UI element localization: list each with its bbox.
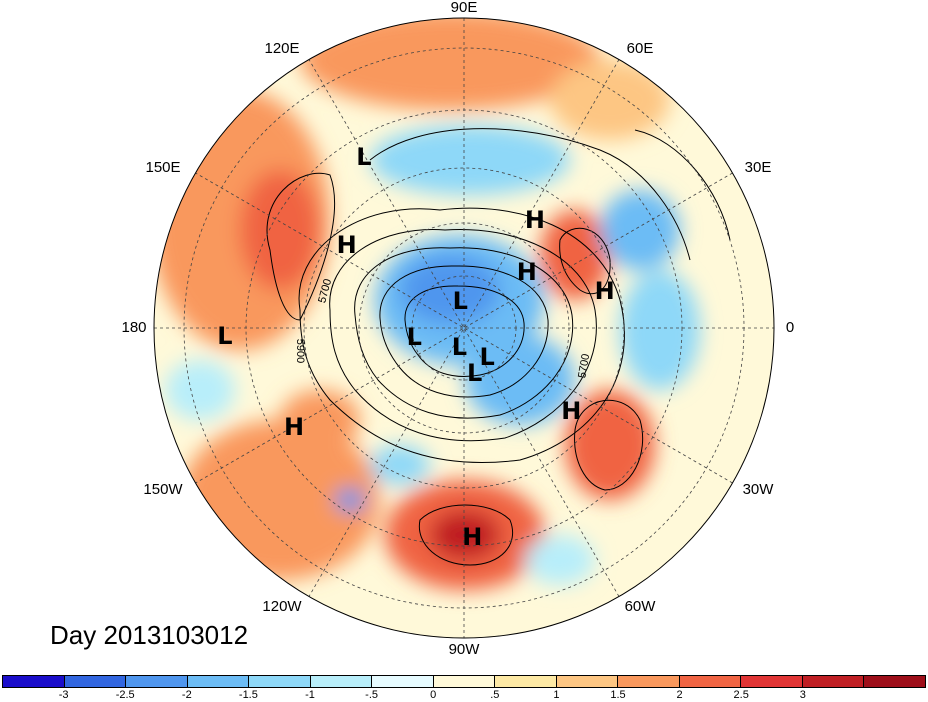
colorbar-segment — [864, 676, 925, 687]
longitude-label: 60W — [624, 598, 656, 615]
high-pressure-marker: H — [462, 522, 483, 551]
colorbar-tick-label: 1 — [553, 689, 560, 701]
colorbar-segment — [802, 676, 865, 687]
high-pressure-marker: H — [283, 412, 305, 441]
longitude-label: 30W — [742, 481, 774, 498]
longitude-label: 90W — [448, 641, 480, 658]
colorbar-segment — [679, 676, 742, 687]
colorbar-tick-label: 3 — [799, 689, 806, 701]
colorbar-segment — [64, 676, 127, 687]
low-pressure-marker: L — [466, 358, 483, 387]
colorbar — [2, 675, 926, 688]
low-pressure-marker: L — [479, 343, 495, 372]
longitude-label: 60E — [626, 40, 654, 57]
longitude-label: 30E — [744, 159, 772, 176]
high-pressure-marker: H — [336, 231, 357, 260]
colorbar-tick-label: .5 — [490, 689, 500, 701]
longitude-label: 180 — [121, 319, 147, 336]
longitude-label: 120W — [262, 598, 302, 615]
colorbar-segment — [618, 676, 680, 687]
colorbar-segment — [187, 676, 250, 687]
map-boundary — [153, 17, 775, 639]
colorbar-tick-label: 0 — [430, 689, 437, 701]
graticule — [154, 18, 774, 638]
colorbar-tick-label: 1.5 — [610, 689, 626, 701]
colorbar-segment — [495, 676, 557, 687]
contour-label: 5900 — [294, 338, 307, 364]
colorbar-tick-label: -1 — [305, 689, 315, 701]
high-pressure-marker: H — [594, 276, 615, 305]
colorbar-segment — [249, 676, 311, 687]
valid-time-label: Day 2013103012 — [50, 620, 249, 650]
longitude-label: 120E — [264, 40, 300, 57]
low-pressure-marker: L — [217, 322, 233, 351]
anomaly-field — [154, 18, 774, 638]
longitude-label: 150E — [145, 159, 181, 176]
low-pressure-marker: L — [452, 286, 468, 315]
longitude-label: 150W — [143, 481, 183, 498]
colorbar-segment — [3, 676, 65, 687]
colorbar-tick-label: 2 — [676, 689, 683, 701]
high-pressure-marker: H — [561, 396, 582, 425]
longitude-label: 0 — [785, 319, 795, 336]
colorbar-tick-label: -.5 — [365, 689, 379, 701]
colorbar-tick-label: 2.5 — [733, 689, 749, 701]
colorbar-tick-label: -1.5 — [238, 689, 258, 701]
longitude-label: 90E — [450, 0, 478, 16]
height-contours — [266, 128, 731, 566]
low-pressure-marker: L — [356, 142, 372, 171]
low-pressure-marker: L — [451, 332, 467, 361]
colorbar-segment — [310, 676, 373, 687]
low-pressure-marker: L — [406, 322, 422, 351]
high-pressure-marker: H — [516, 258, 537, 287]
colorbar-tick-label: -3 — [58, 689, 69, 701]
colorbar-segment — [433, 676, 496, 687]
colorbar-segment — [126, 676, 188, 687]
colorbar-segment — [372, 676, 434, 687]
colorbar-segment — [741, 676, 803, 687]
colorbar-segment — [556, 676, 619, 687]
colorbar-tick-label: -2 — [181, 689, 192, 701]
colorbar-tick-label: -2.5 — [115, 689, 135, 701]
high-pressure-marker: H — [524, 206, 546, 235]
